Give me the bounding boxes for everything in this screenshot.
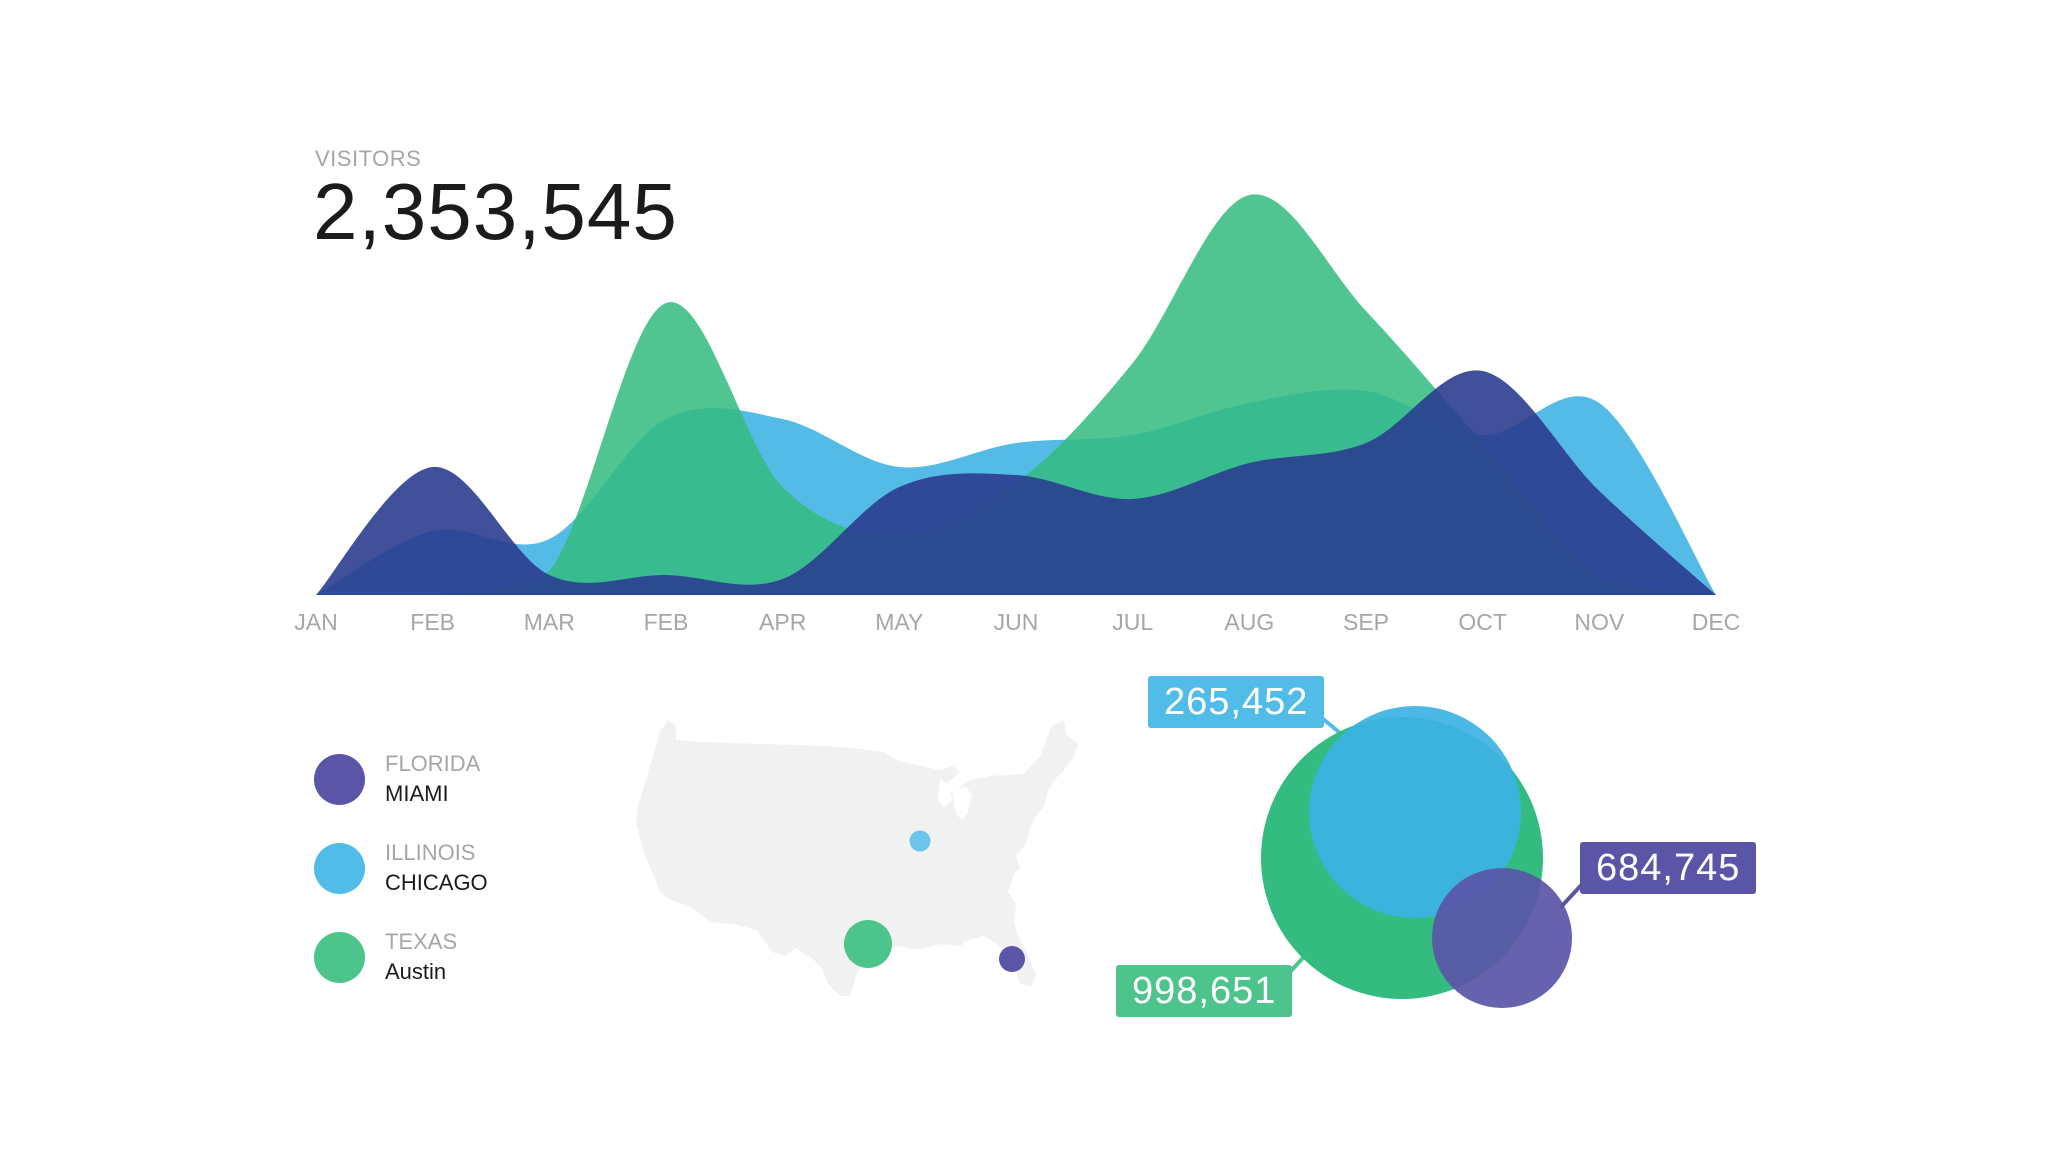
us-map-michigan-notch (952, 786, 972, 820)
legend-state-illinois: ILLINOIS (385, 840, 476, 865)
bubble-illinois (1309, 706, 1521, 918)
legend-state-florida: FLORIDA (385, 751, 481, 776)
legend-item-illinois: ILLINOIS CHICAGO (314, 840, 488, 895)
legend: FLORIDA MIAMI ILLINOIS CHICAGO TEXAS Aus… (314, 751, 488, 1021)
x-tick-label: JUL (1112, 609, 1153, 635)
x-tick-label: OCT (1458, 609, 1507, 635)
x-tick-label: FEB (644, 609, 689, 635)
us-map-great-lakes-notch (938, 778, 952, 808)
area-series-navy (316, 370, 1716, 595)
visitors-total: 2,353,545 (313, 167, 678, 256)
legend-dot-illinois (314, 842, 365, 894)
callout-florida: 684,745 (1580, 842, 1757, 894)
legend-city-chicago: CHICAGO (385, 870, 488, 895)
legend-dot-florida (314, 753, 365, 805)
x-tick-label: DEC (1692, 609, 1741, 635)
x-tick-label: SEP (1343, 609, 1389, 635)
us-map (636, 720, 1078, 996)
legend-dot-texas (314, 931, 365, 983)
visitors-area-chart: JAN FEB MAR FEB APR MAY JUN JUL AUG SEP OCT NOV DEC (294, 194, 1741, 635)
legend-state-texas: TEXAS (385, 929, 458, 954)
x-tick-label: JAN (294, 609, 337, 635)
map-marker-miami (999, 946, 1025, 972)
x-tick-label: AUG (1224, 609, 1274, 635)
map-marker-chicago (909, 830, 931, 852)
bubble-florida (1432, 868, 1572, 1008)
x-tick-label: NOV (1574, 609, 1625, 635)
x-tick-label: MAR (524, 609, 575, 635)
legend-item-florida: FLORIDA MIAMI (314, 751, 488, 806)
x-tick-label: MAY (875, 609, 923, 635)
visitors-label: VISITORS (315, 146, 422, 171)
callout-texas: 998,651 (1116, 965, 1293, 1017)
x-tick-label: JUN (994, 609, 1039, 635)
legend-city-austin: Austin (385, 959, 447, 984)
bubble-chart (1261, 706, 1588, 1008)
x-tick-label: APR (759, 609, 806, 635)
map-marker-austin (844, 920, 892, 968)
x-tick-label: FEB (410, 609, 455, 635)
legend-city-miami: MIAMI (385, 781, 449, 806)
callout-illinois: 265,452 (1148, 676, 1325, 728)
legend-item-texas: TEXAS Austin (314, 929, 488, 984)
